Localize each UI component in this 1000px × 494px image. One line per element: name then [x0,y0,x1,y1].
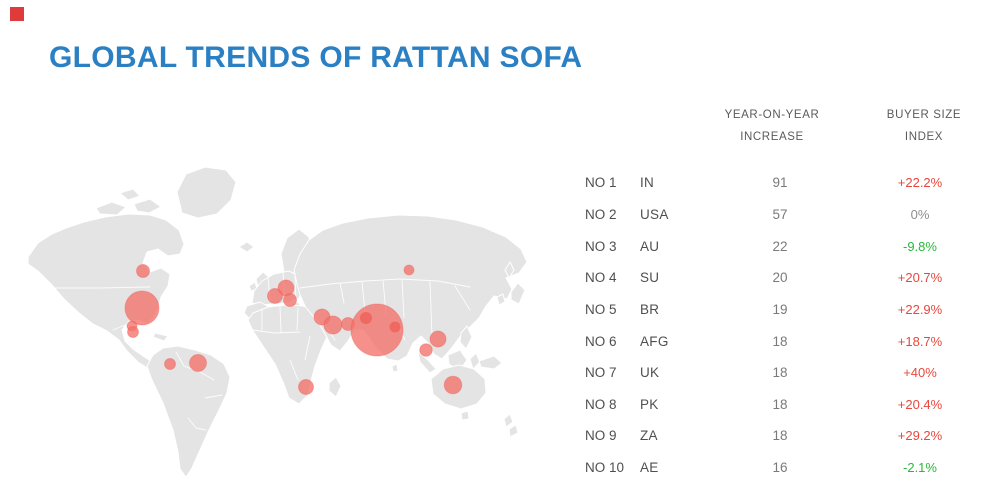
land-madagascar [328,376,342,398]
map-bubbles [124,264,463,395]
land-caribbean [152,332,169,342]
rank-label: NO 4 [585,270,617,286]
map-bubble-middle-east [323,315,343,335]
map-bubble-france [267,288,283,304]
country-code: SU [640,270,660,286]
map-bubble-indochina [429,330,447,348]
buyer-index-value: -9.8% [903,238,937,254]
rank-label: NO 5 [585,301,617,317]
land-philippines [459,325,473,350]
buyer-index-value: +20.7% [897,270,943,286]
land-iceland [238,241,255,253]
table-row: NO 9 ZA 18 +29.2% [585,420,975,452]
table-row: NO 10 AE 16 -2.1% [585,452,975,484]
land-north-america [27,213,185,370]
rank-label: NO 9 [585,428,617,444]
land-sakhalin [504,261,515,279]
buyer-index-value: +40% [903,365,937,381]
increase-value: 22 [772,238,788,254]
map-bubble-usa [124,290,160,326]
increase-value: 20 [772,270,788,286]
map-bubble-india-east [389,321,401,333]
page-title: GLOBAL TRENDS OF RATTAN SOFA [49,41,583,74]
map-bubble-south-africa [298,379,314,395]
rank-label: NO 7 [585,365,617,381]
buyer-index-value: -2.1% [903,460,937,476]
map-bubble-australia [443,375,463,395]
rank-label: NO 10 [585,460,625,476]
table-row: NO 8 PK 18 +20.4% [585,388,975,420]
table-row: NO 7 UK 18 +40% [585,357,975,389]
country-code: AE [640,460,659,476]
map-bubble-canada [136,264,150,278]
country-code: PK [640,396,659,412]
land-korea [496,293,506,306]
land-new-zealand [503,413,514,428]
table-row: NO 5 BR 19 +22.9% [585,294,975,326]
land-tasmania [460,410,470,421]
land-japan [510,282,526,305]
buyer-index-value: +22.9% [897,301,943,317]
increase-value: 18 [772,428,788,444]
land-asia [293,214,528,362]
map-bubble-malaysia [419,343,433,357]
table-row: NO 1 IN 91 +22.2% [585,167,975,199]
country-code: BR [640,301,660,317]
land-new-guinea [478,355,503,370]
land-arctic-islands [95,201,127,216]
land-arctic-islands [133,198,162,214]
header-line: INCREASE [740,131,804,143]
increase-value: 18 [772,333,788,349]
increase-value: 57 [772,206,788,222]
map-bubble-mexico-south [127,326,139,338]
table-row: NO 4 SU 20 +20.7% [585,262,975,294]
land-arctic-islands [119,188,141,201]
buyer-index-value: 0% [910,206,930,222]
country-code: UK [640,365,660,381]
rank-label: NO 1 [585,175,617,191]
land-sri-lanka [391,363,399,373]
increase-value: 19 [772,301,788,317]
country-code: ZA [640,428,658,444]
country-code: AU [640,238,660,254]
increase-value: 18 [772,396,788,412]
table-row: NO 6 AFG 18 +18.7% [585,325,975,357]
map-bubble-brazil [189,354,207,372]
map-bubble-siberia [403,264,415,276]
land-sumatra [417,351,437,374]
table-row: NO 2 USA 57 0% [585,199,975,231]
land-south-america [146,345,231,478]
country-code: AFG [640,333,669,349]
buyer-index-value: +20.4% [897,396,943,412]
map-bubble-peru [164,358,176,370]
country-code: IN [640,175,655,191]
brand-marker-square [10,7,24,21]
buyer-index-value: +18.7% [897,333,943,349]
header-line: INDEX [904,131,944,143]
rank-label: NO 6 [585,333,617,349]
rank-label: NO 8 [585,396,617,412]
country-code: USA [640,206,669,222]
rank-label: NO 2 [585,206,617,222]
column-header-buyer-index: BUYER SIZE INDEX [844,104,1000,148]
map-bubble-italy [283,293,297,307]
increase-value: 91 [772,175,788,191]
buyer-index-value: +22.2% [897,175,943,191]
increase-value: 18 [772,365,788,381]
land-greenland [176,166,237,219]
map-bubble-india-north [360,312,372,324]
table-row: NO 3 AU 22 -9.8% [585,230,975,262]
rank-label: NO 3 [585,238,617,254]
header-line: YEAR-ON-YEAR [724,109,820,121]
header-line: BUYER SIZE [886,109,962,121]
land-new-zealand [508,424,519,438]
buyer-index-value: +29.2% [897,428,943,444]
column-header-increase: YEAR-ON-YEAR INCREASE [692,104,852,148]
ranking-table: NO 1 IN 91 +22.2% NO 2 USA 57 0% NO 3 AU… [585,167,975,483]
map-land [27,166,528,478]
increase-value: 16 [772,460,788,476]
